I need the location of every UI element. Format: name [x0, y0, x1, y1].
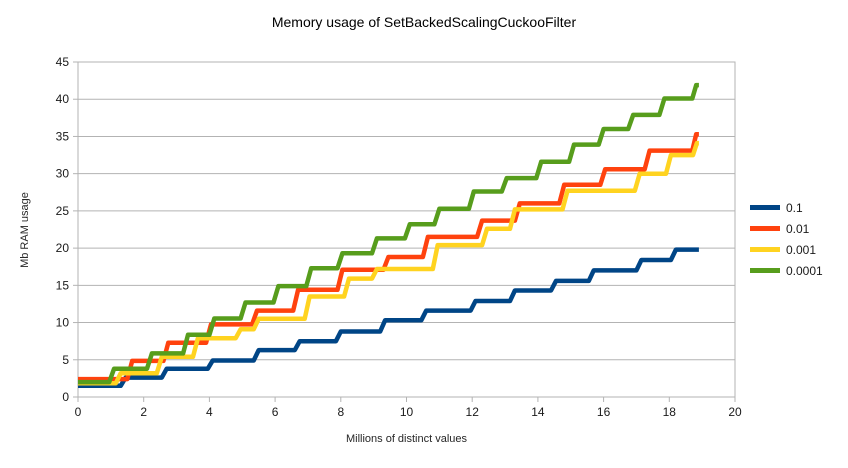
- legend-swatch-icon: [750, 226, 780, 231]
- y-tick-label: 0: [62, 390, 69, 404]
- y-tick-label: 10: [56, 316, 70, 330]
- y-tick-label: 45: [56, 55, 70, 69]
- legend-item: 0.0001: [750, 260, 823, 281]
- legend-swatch-icon: [750, 205, 780, 210]
- legend-label: 0.1: [786, 200, 803, 215]
- x-tick-label: 0: [75, 405, 82, 419]
- y-tick-label: 30: [56, 167, 70, 181]
- x-tick-label: 6: [272, 405, 279, 419]
- y-axis-title: Mb RAM usage: [19, 192, 31, 268]
- x-tick-label: 20: [728, 405, 742, 419]
- y-tick-label: 5: [62, 353, 69, 367]
- x-tick-label: 16: [597, 405, 611, 419]
- chart-title: Memory usage of SetBackedScalingCuckooFi…: [271, 14, 577, 30]
- x-tick-label: 12: [466, 405, 480, 419]
- y-tick-label: 40: [56, 92, 70, 106]
- series-line-0.01: [78, 131, 699, 382]
- series-line-0.001: [78, 140, 700, 386]
- legend-swatch-icon: [750, 247, 780, 252]
- x-tick-label: 14: [531, 405, 545, 419]
- y-tick-label: 25: [56, 204, 70, 218]
- x-tick-label: 18: [663, 405, 677, 419]
- x-tick-label: 10: [400, 405, 414, 419]
- legend-label: 0.0001: [786, 263, 823, 278]
- x-axis-title: Millions of distinct values: [345, 433, 468, 445]
- legend-item: 0.1: [750, 197, 823, 218]
- series-line-0.0001: [78, 82, 699, 385]
- x-tick-label: 8: [337, 405, 344, 419]
- legend-item: 0.001: [750, 239, 823, 260]
- y-tick-label: 20: [56, 241, 70, 255]
- legend-swatch-icon: [750, 268, 780, 273]
- x-tick-label: 2: [140, 405, 147, 419]
- legend: 0.1 0.01 0.001 0.0001: [750, 197, 823, 281]
- x-tick-label: 4: [206, 405, 213, 419]
- series-line-0.1: [78, 247, 699, 389]
- legend-item: 0.01: [750, 218, 823, 239]
- legend-label: 0.001: [786, 242, 817, 257]
- y-tick-label: 35: [56, 129, 70, 143]
- legend-label: 0.01: [786, 221, 810, 236]
- y-tick-label: 15: [56, 278, 70, 292]
